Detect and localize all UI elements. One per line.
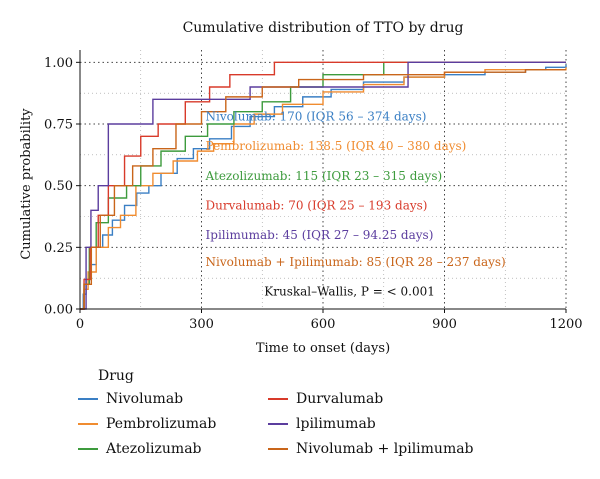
annotation-label: Ipilimumab: 45 (IQR 27 – 94.25 days) [206,228,434,242]
legend-title: Drug [98,368,134,384]
legend-item: Atezolizumab [68,440,258,458]
legend-label: Pembrolizumab [106,416,217,432]
legend-item: lpilimumab [258,415,498,433]
y-tick-label: 0.25 [44,241,73,256]
annotation-label: Durvalumab: 70 (IQR 25 – 193 days) [206,198,428,212]
legend-label: Durvalumab [296,391,384,407]
legend-item: Nivolumab [68,390,258,408]
y-axis-label: Cumulative probability [19,108,34,260]
legend-swatch [78,423,98,425]
legend-label: Atezolizumab [106,441,202,457]
legend-swatch [78,448,98,450]
annotation-label: Pembrolizumab: 138.5 (IQR 40 – 380 days) [206,139,467,153]
series-line-nivolumab-lpilimumab [80,69,566,310]
series-group [80,61,567,310]
y-tick-label: 0.00 [44,303,73,318]
annotation-label: Kruskal–Wallis, P = < 0.001 [264,285,435,299]
x-tick-label: 1200 [549,317,582,332]
legend-swatch [268,423,288,425]
annotations: Nivolumab: 170 (IQR 56 – 374 days) Pembro… [205,110,506,299]
chart-title: Cumulative distribution of TTO by drug [183,20,464,36]
x-axis-label: Time to onset (days) [256,341,390,356]
y-tick-label: 1.00 [44,56,73,71]
x-tick-label: 300 [189,317,214,332]
tto-cdf-chart: Cumulative distribution of TTO by drug 0… [19,20,583,356]
legend-label: lpilimumab [296,416,376,432]
legend-items: Nivolumab Durvalumab Pembrolizumab lpilimum… [68,390,528,458]
annotation-label: Nivolumab + Ipilimumab: 85 (IQR 28 – 237… [206,255,506,269]
legend-item: Durvalumab [258,390,498,408]
legend-swatch [268,398,288,400]
y-tick-label: 0.50 [44,179,73,194]
legend: Drug Nivolumab Durvalumab Pembrolizumab lpi… [68,368,528,458]
legend-item: Nivolumab + lpilimumab [258,440,498,458]
legend-swatch [268,448,288,450]
legend-label: Nivolumab + lpilimumab [296,441,474,457]
legend-label: Nivolumab [106,391,184,407]
series-line-durvalumab [80,61,566,310]
tick-labels: 0 300 600 900 1200 0.00 0.25 0.50 0.75 1.00 [44,56,583,332]
annotation-label: Atezolizumab: 115 (IQR 23 – 315 days) [205,169,443,183]
y-tick-label: 0.75 [44,118,73,133]
x-tick-label: 900 [432,317,457,332]
legend-swatch [78,398,98,400]
annotation-label: Nivolumab: 170 (IQR 56 – 374 days) [206,110,427,124]
x-tick-label: 0 [76,317,84,332]
legend-item: Pembrolizumab [68,415,258,433]
x-tick-label: 600 [311,317,336,332]
